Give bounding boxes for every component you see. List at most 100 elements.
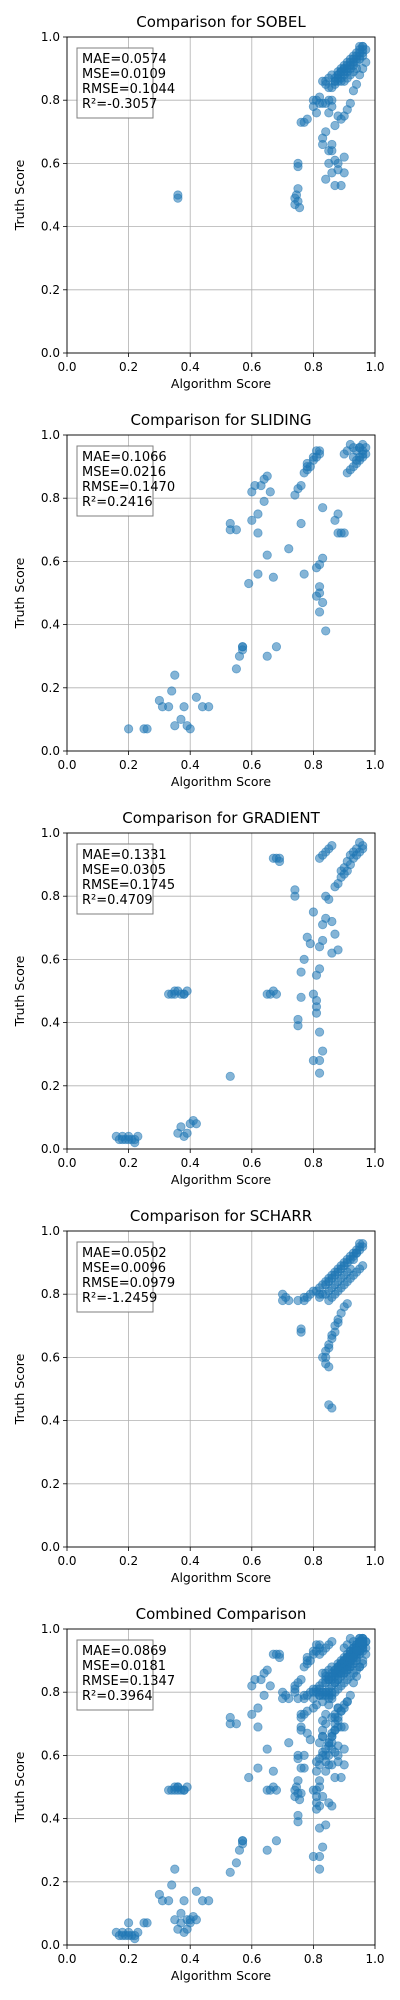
scatter-point: [318, 553, 328, 563]
scatter-point: [339, 152, 349, 162]
scatter-point: [339, 528, 349, 538]
scatter-point: [299, 569, 309, 579]
scatter-point: [133, 1131, 143, 1141]
y-tick-label: 0.4: [41, 1414, 60, 1428]
y-tick-label: 0.8: [41, 1685, 60, 1699]
scatter-point: [333, 1750, 343, 1761]
scatter-point: [339, 168, 349, 178]
scatter-point: [244, 1772, 254, 1783]
stats-line: R²=0.2416: [82, 495, 153, 510]
scatter-point: [253, 1763, 263, 1773]
scatter-point: [231, 1719, 241, 1729]
x-tick-label: 0.4: [181, 1156, 200, 1170]
scatter-point: [262, 471, 272, 481]
scatter-point: [314, 1292, 325, 1302]
scatter-point: [284, 1295, 294, 1306]
x-tick-label: 1.0: [365, 1156, 384, 1170]
y-tick-label: 0.6: [41, 156, 60, 170]
scatter-point: [296, 1327, 306, 1337]
axes-frame: [66, 832, 376, 1150]
y-axis-label: Truth Score: [12, 1751, 27, 1823]
scatter-point: [204, 1896, 214, 1906]
scatter-point: [324, 1343, 334, 1353]
scatter-point: [333, 1741, 343, 1751]
scatter-point: [318, 1716, 328, 1726]
scatter-point: [191, 692, 201, 702]
y-tick-label: 1.0: [41, 1622, 60, 1636]
y-tick-label: 0.8: [41, 491, 60, 505]
axes-frame: [66, 36, 376, 354]
scatter-point: [327, 1731, 337, 1742]
scatter-point: [265, 487, 275, 497]
scatter-point: [247, 1709, 257, 1719]
scatter-point: [318, 1842, 328, 1852]
x-axis-label: Algorithm Score: [171, 1172, 272, 1187]
scatter-point: [124, 724, 134, 734]
y-tick-label: 0.6: [41, 554, 60, 568]
scatter-point: [321, 626, 331, 636]
y-tick-label: 0.4: [41, 618, 60, 632]
x-tick-label: 0.4: [181, 360, 200, 374]
stats-box: [76, 1241, 154, 1313]
scatter-point: [327, 1403, 337, 1413]
scatter-point: [314, 582, 325, 592]
scatter-point: [324, 108, 334, 118]
y-axis-label: Truth Score: [12, 159, 27, 231]
scatter-point: [271, 1785, 282, 1795]
scatter-point: [324, 1741, 334, 1751]
x-tick-label: 0.6: [242, 1554, 261, 1568]
y-tick-label: 0.6: [41, 1350, 60, 1364]
scatter-point: [311, 1791, 322, 1802]
scatter-point: [321, 1750, 331, 1761]
scatter-point: [170, 1864, 180, 1874]
x-tick-label: 1.0: [365, 1554, 384, 1568]
scatter-point: [231, 1858, 241, 1868]
scatter-point: [296, 1788, 306, 1798]
scatter-point: [244, 578, 254, 589]
y-tick-label: 0.0: [41, 346, 60, 360]
scatter-point: [333, 67, 343, 77]
stats-line: RMSE=0.1470: [82, 480, 175, 495]
stats-line: MAE=0.0502: [82, 1246, 167, 1261]
stats-line: R²=-0.3057: [82, 97, 157, 112]
scatter-point: [330, 929, 340, 939]
scatter-point: [253, 569, 263, 579]
stats-line: MSE=0.0181: [82, 1659, 166, 1674]
scatter-point: [321, 891, 331, 901]
chart-title: Comparison for SLIDING: [130, 411, 311, 429]
scatter-point: [327, 1333, 337, 1344]
scatter-point: [333, 945, 343, 955]
scatter-point: [268, 1766, 278, 1776]
chart-panel-3: Comparison for GRADIENT 0.0 0.2 0.4 0.6 0.8 1.…: [12, 809, 385, 1187]
x-tick-label: 1.0: [365, 758, 384, 772]
scatter-point: [265, 1681, 275, 1691]
scatter-point: [271, 989, 282, 999]
scatter-point: [179, 1785, 189, 1795]
chart-panel-2: Comparison for SLIDING 0.0 0.2 0.4 0.6 0.8 1.0…: [12, 411, 385, 789]
scatter-point: [262, 1845, 272, 1855]
scatter-point: [302, 114, 312, 124]
stats-line: MSE=0.0109: [82, 67, 166, 82]
y-tick-label: 1.0: [41, 826, 60, 840]
scatter-point: [284, 1693, 294, 1704]
scatter-point: [299, 1750, 309, 1761]
stats-line: R²=0.4709: [82, 893, 153, 908]
chart-title: Comparison for SCHARR: [130, 1207, 312, 1225]
chart-title: Comparison for GRADIENT: [122, 809, 320, 827]
scatter-point: [164, 702, 174, 712]
scatter-point: [339, 1722, 349, 1732]
y-tick-label: 0.6: [41, 952, 60, 966]
y-tick-label: 0.0: [41, 1142, 60, 1156]
scatter-point: [117, 1930, 128, 1941]
scatter-point: [314, 942, 325, 952]
scatter-point: [170, 670, 180, 680]
x-tick-label: 0.8: [304, 1156, 323, 1170]
scatter-point: [296, 1725, 306, 1735]
stats-line: MSE=0.0305: [82, 863, 166, 878]
scatter-point: [314, 1068, 325, 1078]
scatter-point: [318, 133, 328, 143]
y-tick-label: 0.2: [41, 681, 60, 695]
y-tick-label: 0.6: [41, 1748, 60, 1762]
scatter-point: [318, 920, 328, 930]
y-axis-label: Truth Score: [12, 1353, 27, 1425]
